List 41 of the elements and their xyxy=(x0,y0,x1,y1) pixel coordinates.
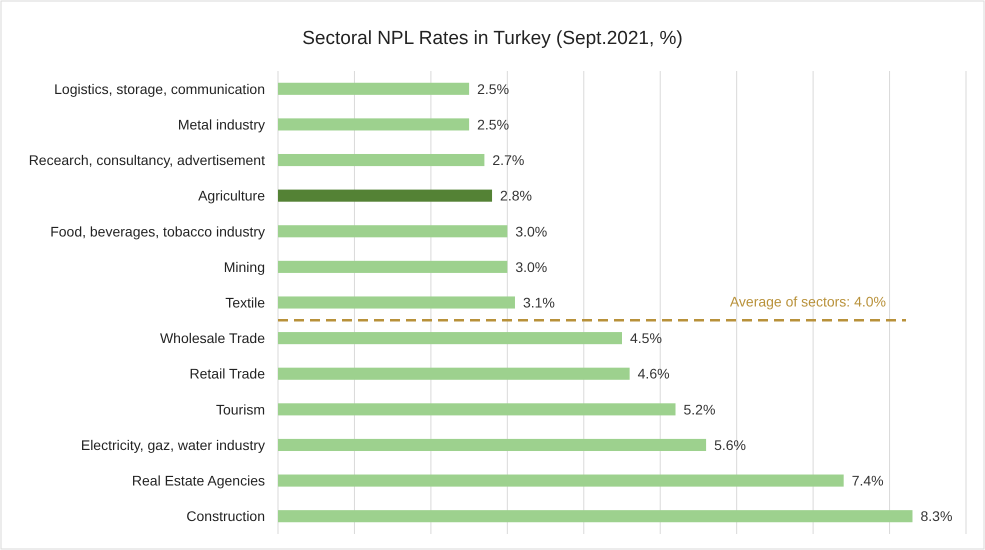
y-tick-label: Tourism xyxy=(216,401,265,418)
bar xyxy=(278,154,484,166)
data-label: 3.1% xyxy=(522,294,555,310)
bar xyxy=(278,190,492,202)
bar xyxy=(278,332,622,344)
y-tick-label: Construction xyxy=(186,508,265,524)
bar xyxy=(278,510,912,522)
data-label: 5.2% xyxy=(684,401,716,418)
y-tick-label: Recearch, consultancy, advertisement xyxy=(28,152,266,168)
data-label: 2.5% xyxy=(477,116,510,132)
y-tick-label: Retail Trade xyxy=(190,366,266,382)
chart-title: Sectoral NPL Rates in Turkey (Sept.2021, %) xyxy=(302,28,683,49)
data-label: 4.6% xyxy=(638,366,670,382)
y-tick-label: Real Estate Agencies xyxy=(132,472,265,489)
bar xyxy=(278,403,676,416)
bar xyxy=(278,82,470,95)
y-tick-label: Food, beverages, tobacco industry xyxy=(50,223,265,240)
bar xyxy=(278,296,515,309)
ref-line-label: Average of sectors: 4.0% xyxy=(730,293,886,310)
data-label: 2.8% xyxy=(500,188,532,204)
data-label: 8.3% xyxy=(920,508,952,524)
y-tick-label: Mining xyxy=(224,258,265,275)
bar xyxy=(278,260,508,273)
y-tick-label: Electricity, gaz, water industry xyxy=(80,436,265,453)
y-tick-label: Metal industry xyxy=(178,116,265,132)
y-tick-label: Wholesale Trade xyxy=(160,330,266,346)
bar xyxy=(278,225,508,238)
data-label: 2.7% xyxy=(492,152,524,168)
bar xyxy=(278,438,706,452)
data-label: 4.5% xyxy=(630,330,662,346)
y-tick-label: Logistics, storage, communication xyxy=(54,80,265,97)
bar xyxy=(278,368,630,380)
bar xyxy=(278,118,470,130)
data-label: 5.6% xyxy=(714,436,746,453)
data-label: 2.5% xyxy=(477,80,510,97)
y-tick-label: Textile xyxy=(225,294,266,310)
data-label: 7.4% xyxy=(852,472,884,489)
bar xyxy=(278,474,844,487)
data-label: 3.0% xyxy=(515,223,548,240)
data-label: 3.0% xyxy=(515,258,548,275)
y-tick-label: Agriculture xyxy=(198,188,266,204)
